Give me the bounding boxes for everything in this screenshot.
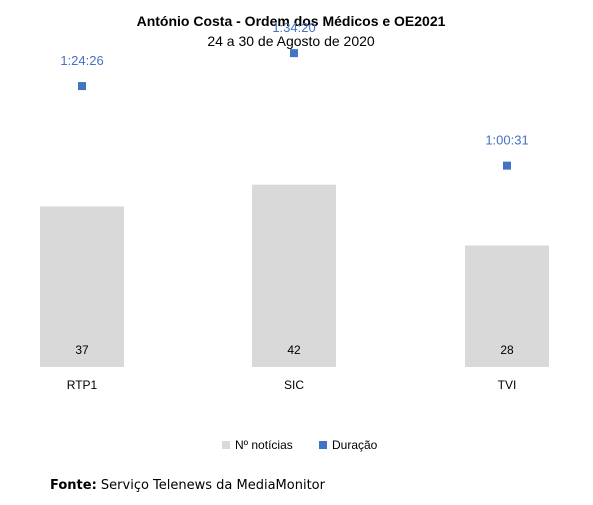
chart-title: António Costa - Ordem dos Médicos e OE20…: [137, 13, 446, 29]
bar-value-tvi: 28: [500, 343, 514, 357]
duration-label-sic: 1:34:20: [272, 20, 315, 35]
source-note: Fonte: Serviço Telenews da MediaMonitor: [50, 478, 325, 493]
duration-label-rtp1: 1:24:26: [60, 53, 103, 68]
legend-label-noticias: Nº notícias: [235, 438, 293, 452]
bar-value-sic: 42: [287, 343, 301, 357]
category-label-sic: SIC: [284, 378, 304, 392]
duration-label-tvi: 1:00:31: [485, 133, 528, 148]
bar-rtp1: [40, 206, 124, 367]
chart-subtitle: 24 a 30 de Agosto de 2020: [207, 33, 375, 49]
legend-swatch-duracao: [319, 441, 327, 449]
bar-sic: [252, 184, 336, 367]
legend-label-duracao: Duração: [332, 438, 378, 452]
category-label-tvi: TVI: [498, 378, 517, 392]
duration-point-sic: [290, 49, 298, 58]
legend-swatch-noticias: [222, 441, 230, 449]
bar-value-rtp1: 37: [75, 343, 89, 357]
legend: Nº notícias Duração: [222, 438, 378, 452]
bar-tvi: [465, 245, 549, 367]
source-label: Fonte:: [50, 478, 97, 493]
duration-point-tvi: [503, 161, 511, 170]
category-label-rtp1: RTP1: [67, 378, 98, 392]
plot-area: 37 RTP1 1:24:26 42 SIC 1:34:20 28 TVI 1:00:31: [40, 20, 549, 392]
source-text: Serviço Telenews da MediaMonitor: [96, 478, 325, 493]
duration-point-rtp1: [78, 82, 86, 91]
